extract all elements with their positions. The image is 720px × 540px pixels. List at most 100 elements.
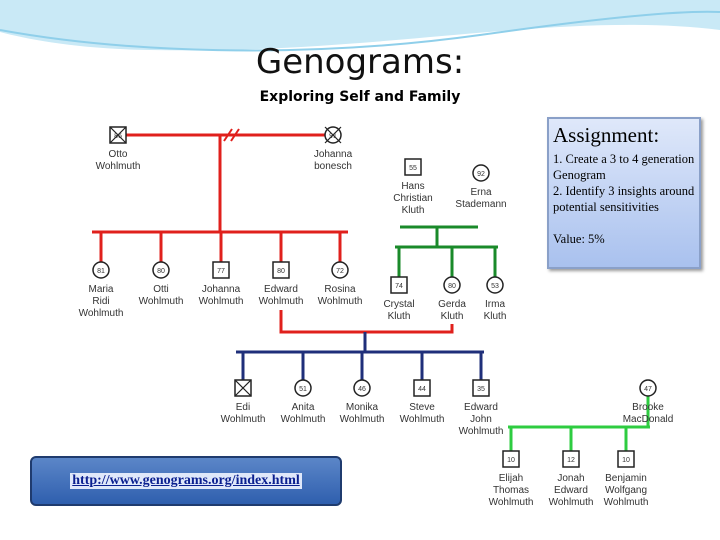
person-name: Benjamin <box>605 473 647 484</box>
person-name: Wohlmuth <box>79 308 124 319</box>
female-symbol <box>353 379 371 397</box>
person-name: Otto <box>109 149 128 160</box>
age: 35 <box>477 386 485 393</box>
assignment-value: Value: 5% <box>553 232 605 246</box>
age: 47 <box>644 386 652 393</box>
link-box: http://www.genograms.org/index.html <box>30 456 342 506</box>
person-name: Johanna <box>202 284 241 295</box>
relationship-lines <box>92 128 650 451</box>
female-symbol <box>294 379 312 397</box>
male-symbol <box>212 261 230 279</box>
person-name: Elijah <box>499 473 523 484</box>
person-name: bonesch <box>314 161 352 172</box>
age: 10 <box>507 457 515 464</box>
person-name: Edward <box>264 284 298 295</box>
header-curve <box>0 10 720 52</box>
person-name: Kluth <box>388 311 411 322</box>
person-name: Edward <box>464 402 498 413</box>
age: 53 <box>491 283 499 290</box>
person-name: Rosina <box>324 284 356 295</box>
female-symbol <box>472 164 490 182</box>
person-name: Wohlmuth <box>549 497 594 508</box>
person-name: Wohlmuth <box>318 296 363 307</box>
person-name: Crystal <box>383 299 414 310</box>
person-name: Wolfgang <box>605 485 647 496</box>
person-name: John <box>470 414 492 425</box>
female-symbol <box>443 276 461 294</box>
person-name: Monika <box>346 402 379 413</box>
person-name: Wohlmuth <box>199 296 244 307</box>
person-name: Kluth <box>402 205 425 216</box>
person-name: Kluth <box>484 311 507 322</box>
male-symbol <box>272 261 290 279</box>
deceased-mark <box>234 379 252 397</box>
age: 55 <box>409 165 417 172</box>
marriage-line <box>279 310 454 334</box>
person-name: Maria <box>88 284 113 295</box>
person-name: Anita <box>292 402 315 413</box>
family-line <box>92 133 348 262</box>
age: 10 <box>622 457 630 464</box>
person-name: Edi <box>236 402 250 413</box>
family-line <box>236 332 484 380</box>
link[interactable]: http://www.genograms.org/index.html <box>70 473 302 489</box>
age: 72 <box>336 268 344 275</box>
person-name: Wohlmuth <box>459 426 504 437</box>
person-name: Wohlmuth <box>221 414 266 425</box>
assignment-title: Assignment: <box>553 123 660 147</box>
person-name: Kluth <box>441 311 464 322</box>
person-name: Wohlmuth <box>400 414 445 425</box>
age: 74 <box>395 283 403 290</box>
male-symbol <box>413 379 431 397</box>
title: Genograms: <box>255 42 465 82</box>
female-symbol <box>331 261 349 279</box>
person-name: Edward <box>554 485 588 496</box>
age: 77 <box>217 268 225 275</box>
age: 44 <box>418 386 426 393</box>
person-name: Johanna <box>314 149 353 160</box>
male-symbol <box>562 450 580 468</box>
person-name: Wohlmuth <box>96 161 141 172</box>
assignment-box: Assignment: 1. Create a 3 to 4 generatio… <box>547 117 701 269</box>
subtitle: Exploring Self and Family <box>259 89 461 105</box>
header-swoosh <box>0 0 720 51</box>
person-name: Wohlmuth <box>139 296 184 307</box>
person-name: Jonah <box>557 473 584 484</box>
age: 80 <box>448 283 456 290</box>
female-symbol <box>152 261 170 279</box>
person-name: Thomas <box>493 485 529 496</box>
divorce-mark <box>223 128 240 142</box>
male-symbol <box>502 450 520 468</box>
person-name: Christian <box>393 193 432 204</box>
age: 80 <box>277 268 285 275</box>
deceased-mark <box>324 126 342 144</box>
male-symbol <box>617 450 635 468</box>
female-symbol <box>639 379 657 397</box>
person-name: Wohlmuth <box>259 296 304 307</box>
female-symbol <box>92 261 110 279</box>
person-name: MacDonald <box>623 414 674 425</box>
person-name: Irma <box>485 299 505 310</box>
age: 80 <box>157 268 165 275</box>
person-name: Ridi <box>92 296 109 307</box>
age: 12 <box>567 457 575 464</box>
person-name: Steve <box>409 402 435 413</box>
person-name: Hans <box>401 181 424 192</box>
age: 86 <box>114 133 122 140</box>
age: 81 <box>97 268 105 275</box>
family-line <box>395 225 498 277</box>
person-name: Brooke <box>632 402 664 413</box>
person-name: Wohlmuth <box>604 497 649 508</box>
age: 91 <box>329 133 337 140</box>
person-name: Wohlmuth <box>489 497 534 508</box>
person-name: Erna <box>470 187 492 198</box>
male-symbol <box>404 158 422 176</box>
age: 46 <box>358 386 366 393</box>
female-symbol <box>486 276 504 294</box>
male-symbol <box>472 379 490 397</box>
assignment-item: 1. Create a 3 to 4 generation Genogram <box>553 152 695 182</box>
age: 51 <box>299 386 307 393</box>
person-name: Wohlmuth <box>340 414 385 425</box>
